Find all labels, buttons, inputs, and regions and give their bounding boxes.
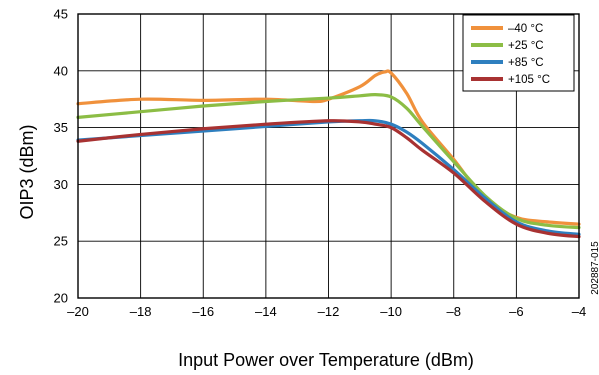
legend-entry-plus105c: +105 °C (508, 74, 550, 86)
x-tick-label: –16 (192, 304, 214, 319)
legend-entry-plus85c: +85 °C (508, 57, 544, 69)
x-tick-label: –20 (67, 304, 89, 319)
y-tick-label: 20 (54, 291, 68, 306)
series-line-plus105c (76, 119, 581, 239)
x-tick-label: –4 (572, 304, 586, 319)
legend: –40 °C +25 °C +85 °C +105 °C (462, 14, 575, 92)
x-axis-title: Input Power over Temperature (dBm) (178, 350, 474, 370)
plot-frame (77, 13, 580, 299)
x-tick-label: –8 (447, 304, 461, 319)
legend-entry-plus25c: +25 °C (508, 40, 544, 52)
y-axis-title: OIP3 (dBm) (17, 124, 37, 219)
legend-entry-minus40c: –40 °C (508, 23, 543, 35)
y-tick-label: 40 (54, 63, 68, 78)
x-tick-label: –18 (130, 304, 152, 319)
tick-labels: –20 –18 –16 –14 –12 –10 –8 –6 –4 20 25 30 35 40 45 (54, 7, 587, 320)
series-line-plus25c (76, 93, 581, 230)
series-line-plus85c (76, 118, 581, 236)
x-tick-label: –10 (380, 304, 402, 319)
figure-id: 202887-015 (590, 241, 599, 295)
y-tick-label: 30 (54, 177, 68, 192)
x-tick-label: –12 (318, 304, 340, 319)
x-tick-label: –6 (509, 304, 523, 319)
y-tick-label: 35 (54, 120, 68, 135)
x-tick-label: –14 (255, 304, 277, 319)
y-tick-label: 45 (54, 7, 68, 22)
series-lines (76, 69, 581, 239)
y-tick-label: 25 (54, 234, 68, 249)
